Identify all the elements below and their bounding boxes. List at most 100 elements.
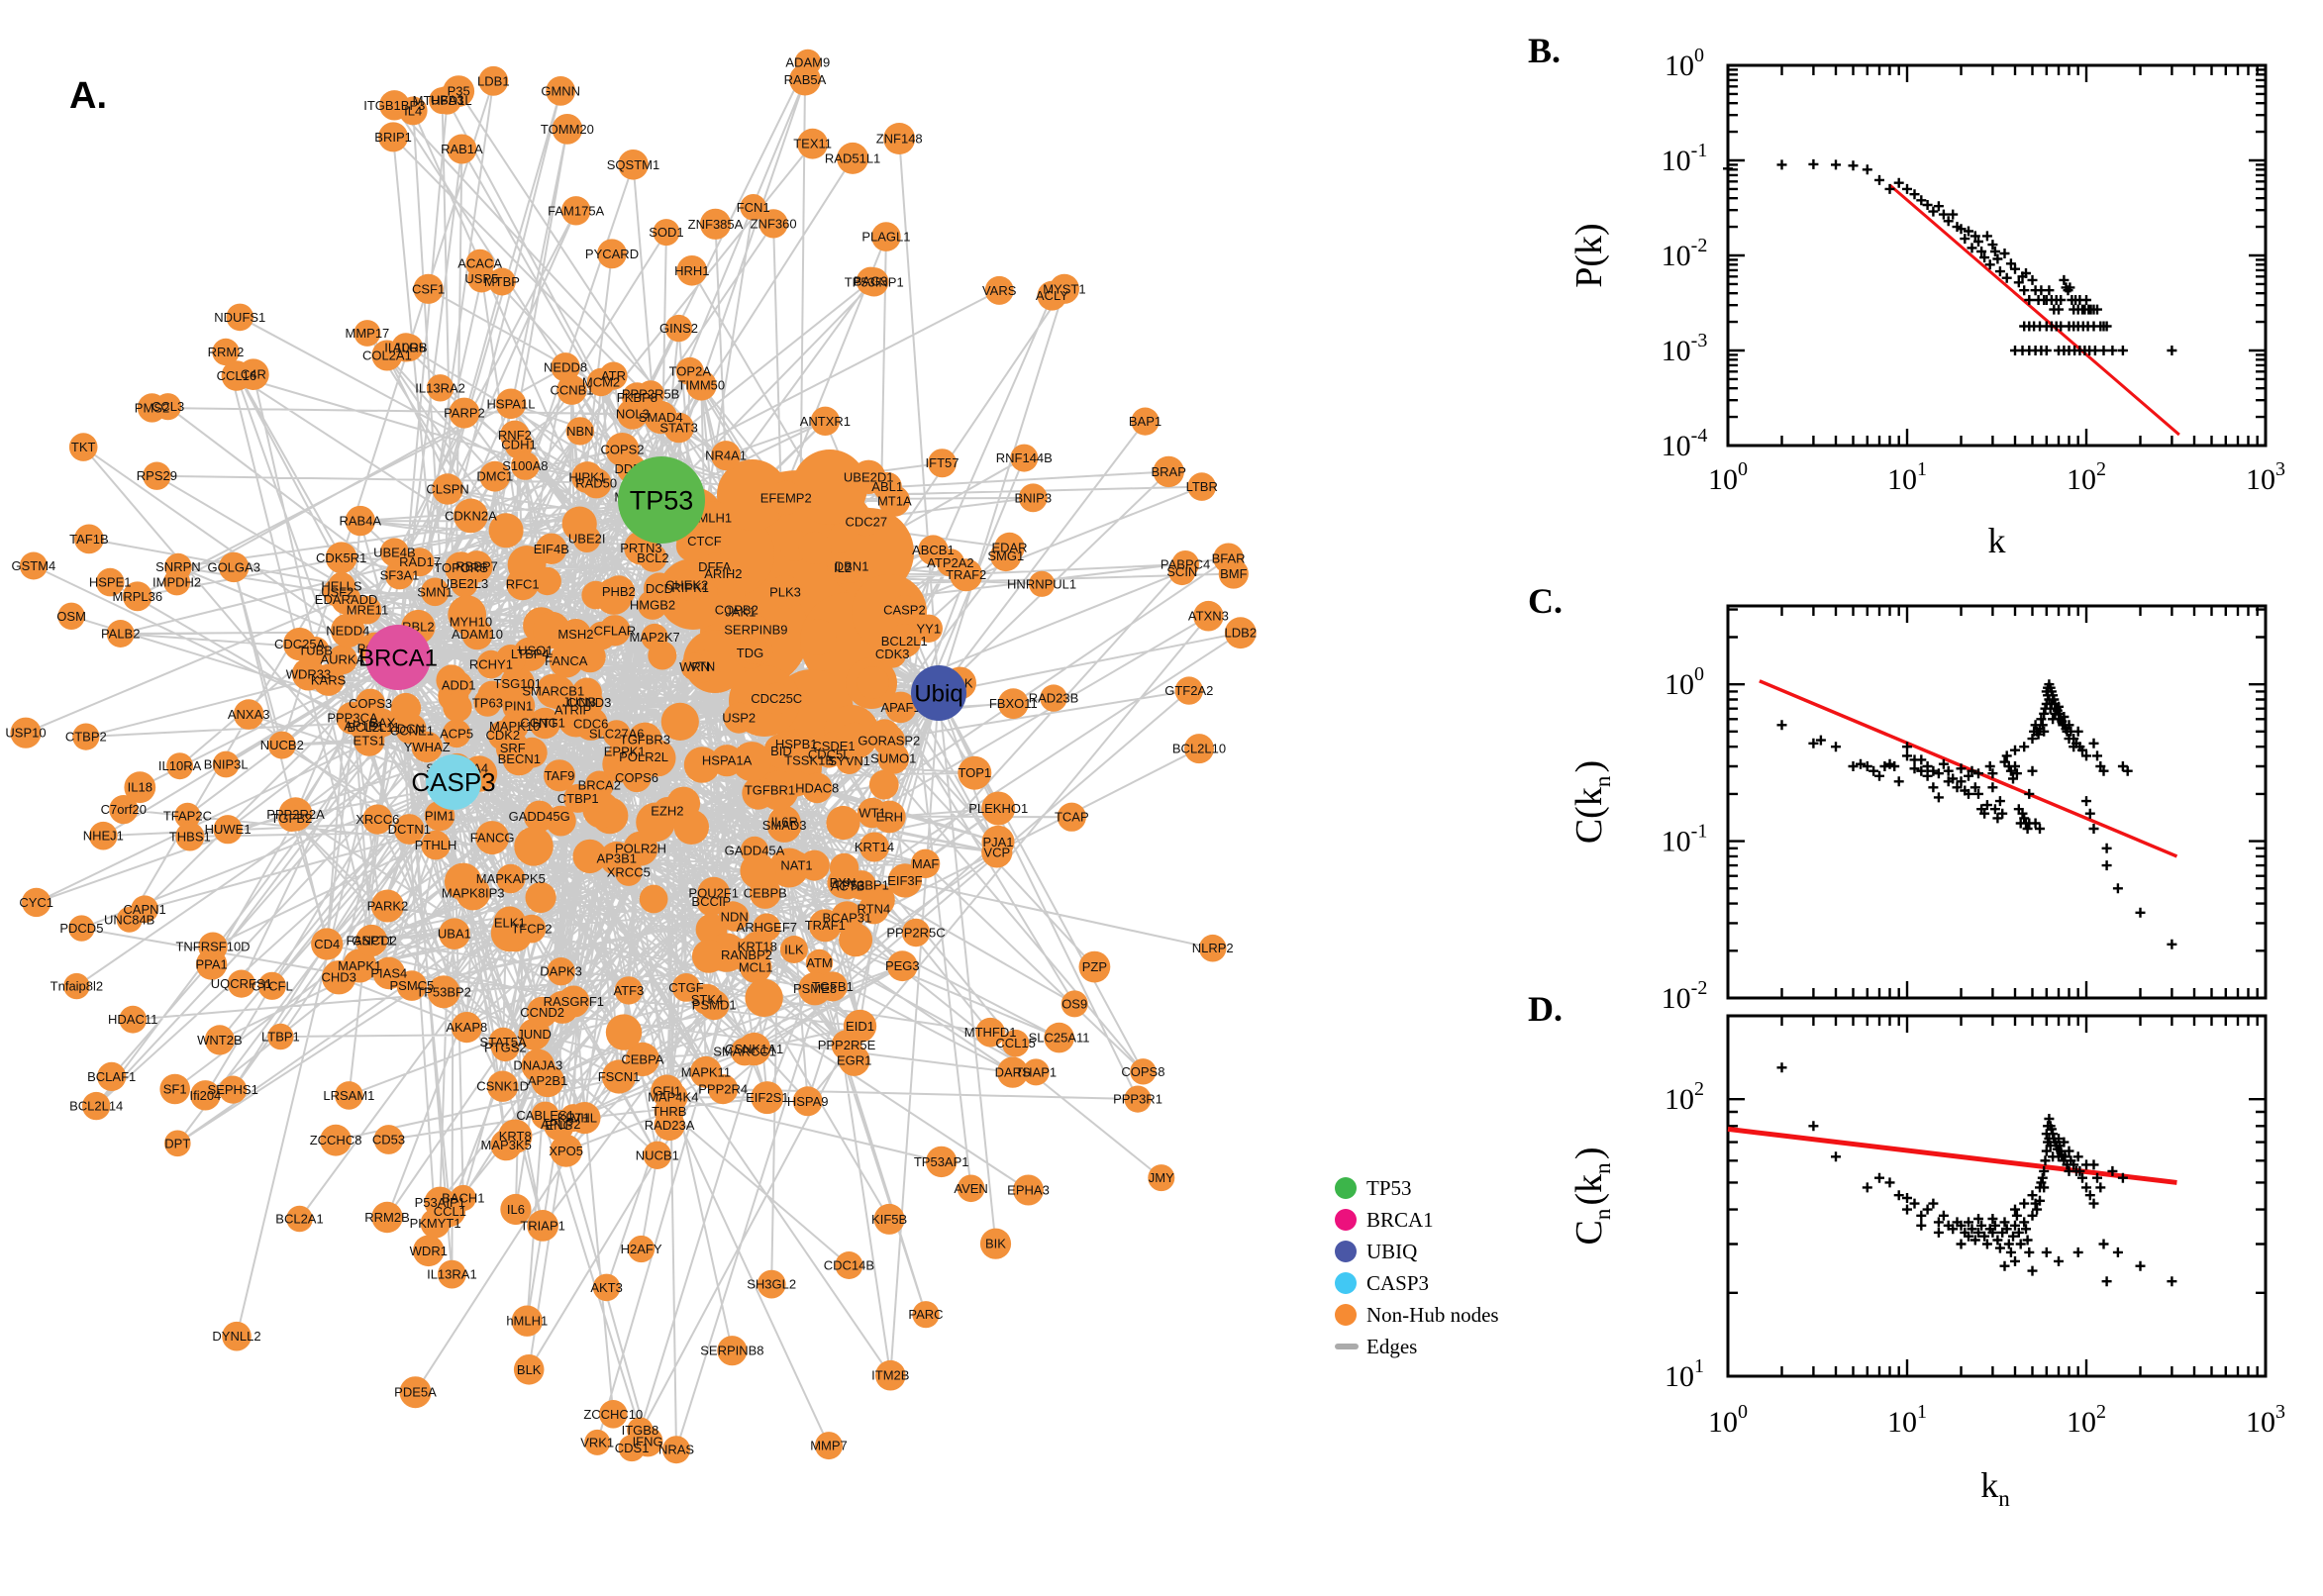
- svg-text:TP53BP2: TP53BP2: [416, 984, 471, 999]
- svg-text:AKAP8: AKAP8: [446, 1020, 487, 1035]
- svg-text:SF3A1: SF3A1: [380, 567, 420, 582]
- svg-text:DPT: DPT: [164, 1136, 190, 1150]
- svg-text:MMP7: MMP7: [810, 1439, 848, 1453]
- svg-text:PPP2R2A: PPP2R2A: [266, 807, 325, 822]
- svg-text:MTHFD1L: MTHFD1L: [413, 93, 472, 108]
- svg-text:EIF3F: EIF3F: [887, 873, 922, 888]
- legend-item-brca1: BRCA1: [1335, 1204, 1499, 1236]
- x-tick-label: 100: [1708, 458, 1748, 496]
- svg-text:BFAR: BFAR: [1212, 550, 1246, 565]
- svg-text:IFNG: IFNG: [633, 1435, 663, 1449]
- panel-b-label: B.: [1528, 31, 1562, 70]
- svg-text:PSME3: PSME3: [793, 981, 837, 996]
- svg-text:MAPK8IP3: MAPK8IP3: [442, 886, 505, 901]
- y-tick-label: 10-2: [1662, 235, 1708, 272]
- svg-text:TNFRSF10D: TNFRSF10D: [175, 940, 250, 954]
- svg-text:CDK3: CDK3: [875, 647, 910, 661]
- panel-c-label: C.: [1528, 581, 1563, 621]
- svg-text:TSG101: TSG101: [493, 676, 541, 691]
- svg-text:AURKA: AURKA: [321, 652, 365, 667]
- svg-text:IL6R: IL6R: [770, 815, 797, 830]
- svg-text:BID: BID: [770, 744, 792, 758]
- fit-line: [1727, 1126, 2177, 1185]
- svg-text:BAP1: BAP1: [1129, 414, 1162, 429]
- axis-ticks: [1726, 1014, 2268, 1378]
- hub-node-casp3: CASP3: [411, 754, 496, 810]
- svg-text:HIPK1: HIPK1: [568, 470, 606, 485]
- y-tick-label: 10-1: [1662, 821, 1708, 858]
- svg-text:SMN1: SMN1: [417, 584, 453, 599]
- svg-text:SMG1: SMG1: [987, 549, 1024, 563]
- svg-text:USP5: USP5: [464, 271, 498, 286]
- svg-text:SLC25A11: SLC25A11: [1029, 1031, 1090, 1046]
- svg-text:HRH1: HRH1: [674, 263, 709, 278]
- network-hub-nodes: TP53 BRCA1 Ubiq CASP3: [358, 456, 966, 810]
- svg-text:PSMD1: PSMD1: [692, 997, 737, 1012]
- svg-text:ADD1: ADD1: [442, 678, 476, 693]
- legend-item-casp3: CASP3: [1335, 1267, 1499, 1299]
- plot-b: 100 101 102 103 100 10-1 10-2 10-3 10-4 k P(k): [1568, 45, 2285, 560]
- svg-text:PPP2R5B: PPP2R5B: [622, 387, 680, 402]
- svg-text:CAPN1: CAPN1: [123, 902, 165, 917]
- legend-item-label: Edges: [1366, 1334, 1418, 1358]
- svg-text:IL6: IL6: [507, 1202, 525, 1217]
- svg-text:VCP: VCP: [983, 845, 1010, 859]
- svg-text:PPA1: PPA1: [195, 957, 227, 972]
- svg-text:CDKN2A: CDKN2A: [445, 508, 497, 523]
- svg-text:PIM1: PIM1: [425, 809, 454, 824]
- svg-text:USP2: USP2: [722, 711, 756, 726]
- svg-text:STK4: STK4: [691, 992, 724, 1007]
- plot-frame: [1726, 604, 2268, 1000]
- network-node-labels: TCAP Ifi204 H2AFY ZCCHC8 CDS1 hMLH1 MRPL36 BAP1…: [5, 55, 1257, 1457]
- svg-text:RASGRF1: RASGRF1: [544, 994, 604, 1009]
- svg-text:TFAP2C: TFAP2C: [163, 808, 212, 823]
- svg-text:PJA1: PJA1: [982, 835, 1013, 849]
- svg-text:AKT3: AKT3: [590, 1280, 623, 1295]
- svg-text:XRCC5: XRCC5: [607, 865, 651, 880]
- svg-text:HELLS: HELLS: [321, 578, 362, 593]
- svg-text:NAT1: NAT1: [780, 857, 812, 872]
- svg-text:TOP2A: TOP2A: [669, 364, 712, 379]
- svg-text:CCNB1: CCNB1: [550, 382, 593, 397]
- svg-text:CD53: CD53: [372, 1133, 405, 1147]
- svg-text:GSPT1: GSPT1: [352, 933, 394, 948]
- svg-text:SRF: SRF: [500, 741, 526, 755]
- svg-text:BAX: BAX: [369, 716, 395, 731]
- fit-line: [1759, 679, 2178, 858]
- svg-text:CTBP2: CTBP2: [65, 730, 107, 745]
- svg-text:LDB2: LDB2: [1225, 626, 1258, 641]
- svg-text:SNRPN: SNRPN: [155, 559, 201, 574]
- svg-text:MAPK11: MAPK11: [681, 1064, 731, 1079]
- svg-text:S100A8: S100A8: [502, 458, 548, 473]
- svg-text:CCL16: CCL16: [217, 368, 256, 383]
- svg-text:NBN: NBN: [566, 424, 593, 439]
- svg-text:OS9: OS9: [1061, 996, 1087, 1011]
- svg-text:HTT: HTT: [533, 716, 557, 731]
- svg-text:SF1: SF1: [163, 1082, 187, 1097]
- svg-text:UBA1: UBA1: [438, 927, 471, 942]
- svg-text:SLC27A6: SLC27A6: [589, 727, 645, 742]
- svg-text:MTBP: MTBP: [484, 274, 520, 289]
- svg-text:BMF: BMF: [1220, 566, 1248, 581]
- x-tick-label: 100: [1708, 1401, 1748, 1439]
- svg-text:IMPDH2: IMPDH2: [152, 574, 201, 589]
- svg-text:BCL2L10: BCL2L10: [1172, 742, 1226, 756]
- svg-text:ACTB: ACTB: [831, 878, 865, 893]
- svg-text:ATRIP: ATRIP: [555, 702, 591, 717]
- svg-text:ZNF148: ZNF148: [876, 132, 923, 147]
- svg-text:NR4A1: NR4A1: [705, 449, 747, 463]
- svg-text:BCLAF1: BCLAF1: [87, 1069, 136, 1084]
- svg-text:ABL1: ABL1: [871, 479, 903, 494]
- scatter-points: [1723, 158, 2177, 355]
- svg-text:PARP2: PARP2: [444, 406, 485, 421]
- svg-text:SYVN1: SYVN1: [828, 753, 870, 768]
- svg-text:CYC1: CYC1: [19, 895, 53, 910]
- svg-text:WDR33: WDR33: [286, 666, 332, 681]
- svg-text:MAF: MAF: [912, 856, 940, 871]
- svg-text:ITM2B: ITM2B: [871, 1368, 909, 1383]
- svg-text:COPS3: COPS3: [349, 696, 392, 711]
- svg-text:COPB2: COPB2: [715, 603, 758, 618]
- svg-text:SOD1: SOD1: [649, 225, 683, 240]
- svg-text:UBE4B: UBE4B: [373, 545, 416, 559]
- svg-text:NDUFS1: NDUFS1: [214, 310, 265, 325]
